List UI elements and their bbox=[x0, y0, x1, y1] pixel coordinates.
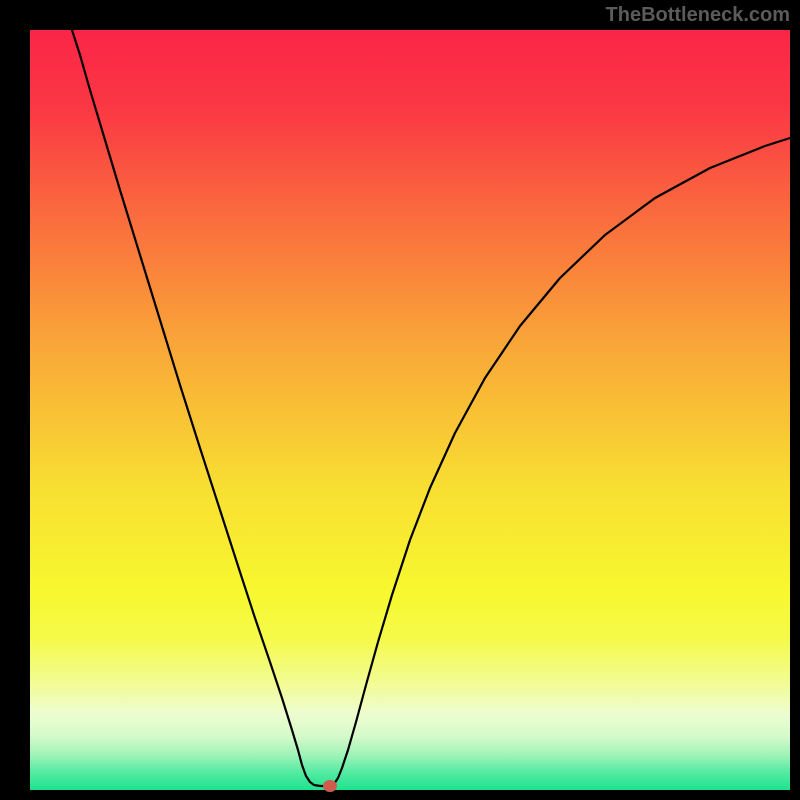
plot-area bbox=[30, 30, 790, 790]
curve-line bbox=[72, 30, 790, 786]
curve-svg bbox=[30, 30, 790, 790]
minimum-marker bbox=[323, 780, 337, 792]
watermark-text: TheBottleneck.com bbox=[606, 4, 790, 27]
